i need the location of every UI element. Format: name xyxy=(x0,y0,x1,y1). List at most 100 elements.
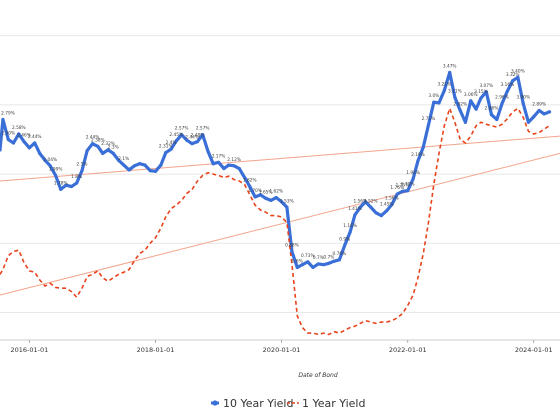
point-10-year-48 xyxy=(248,184,252,189)
point-10-year-53 xyxy=(274,195,278,200)
point-10-year-78 xyxy=(406,189,410,193)
data-label-23: 2.12% xyxy=(227,157,241,163)
axes xyxy=(0,339,560,343)
data-label-10: 2.44% xyxy=(86,135,100,141)
point-10-year-50 xyxy=(258,193,263,197)
point-10-year-82 xyxy=(426,123,431,127)
series-line-1-year xyxy=(0,107,550,336)
data-labels: 2.79%2.50%2.58%2.46%2.44%2.04%1.99%1.78%… xyxy=(1,63,546,264)
data-label-1: 2.50% xyxy=(1,131,15,137)
trend-lines xyxy=(0,135,560,296)
data-label-27: 1.62% xyxy=(269,189,283,195)
x-tick-label-0: 2016-01-01 xyxy=(10,346,48,354)
data-label-16: 2.4% xyxy=(166,140,177,146)
point-10-year-34 xyxy=(174,139,178,143)
point-10-year-61 xyxy=(316,262,320,266)
data-label-3: 2.46% xyxy=(17,133,31,139)
data-label-38: 1.56% xyxy=(353,198,367,204)
point-10-year-98 xyxy=(511,79,515,83)
data-label-15: 2.31% xyxy=(159,144,173,150)
data-label-35: 0.9% xyxy=(339,236,350,242)
data-label-45: 1.92% xyxy=(406,170,420,176)
point-10-year-69 xyxy=(358,205,362,209)
point-10-year-22 xyxy=(111,151,115,155)
point-10-year-51 xyxy=(264,196,268,200)
point-10-year-76 xyxy=(395,192,399,196)
point-10-year-63 xyxy=(327,261,331,265)
point-10-year-102 xyxy=(532,115,536,119)
point-10-year-4 xyxy=(17,132,21,136)
x-tick-label-2: 2020-01-01 xyxy=(263,346,301,354)
point-10-year-7 xyxy=(33,141,37,145)
legend-marker-10-year xyxy=(212,400,218,406)
point-10-year-79 xyxy=(411,177,415,181)
x-tick-label-1: 2018-01-01 xyxy=(137,346,175,354)
trend-line-0 xyxy=(0,135,560,182)
point-10-year-30 xyxy=(153,169,158,173)
point-10-year-33 xyxy=(169,147,173,151)
point-10-year-91 xyxy=(474,107,478,111)
point-10-year-6 xyxy=(27,146,31,150)
point-10-year-54 xyxy=(279,200,284,204)
point-10-year-64 xyxy=(332,259,336,263)
data-label-57: 2.96% xyxy=(495,95,509,101)
data-label-48: 3.0% xyxy=(428,93,439,99)
point-10-year-11 xyxy=(53,173,58,178)
legend-label-1-year: 1 Year Yield xyxy=(302,397,365,410)
point-10-year-105 xyxy=(547,110,552,114)
point-10-year-58 xyxy=(300,263,305,267)
point-10-year-8 xyxy=(38,151,42,155)
point-10-year-21 xyxy=(106,148,110,152)
point-10-year-49 xyxy=(253,195,257,199)
data-label-40: 1.45% xyxy=(380,202,394,208)
data-label-62: 2.89% xyxy=(532,101,546,107)
point-10-year-19 xyxy=(96,144,100,149)
data-label-2: 2.58% xyxy=(12,125,26,131)
point-10-year-46 xyxy=(237,166,241,171)
point-10-year-88 xyxy=(458,108,462,113)
data-label-53: 3.06% xyxy=(464,92,478,98)
data-label-5: 2.04% xyxy=(43,157,57,163)
point-10-year-10 xyxy=(48,164,52,168)
point-10-year-12 xyxy=(59,187,63,191)
series-line-10-year xyxy=(0,70,552,270)
point-10-year-99 xyxy=(516,75,520,79)
point-10-year-70 xyxy=(363,200,368,204)
data-label-55: 3.07% xyxy=(479,83,493,89)
point-10-year-80 xyxy=(416,159,420,163)
x-tick-label-3: 2022-01-01 xyxy=(389,346,427,354)
point-10-year-75 xyxy=(390,202,394,207)
point-10-year-32 xyxy=(164,151,168,155)
data-label-56: 2.86% xyxy=(485,106,499,112)
point-10-year-89 xyxy=(463,120,468,124)
point-10-year-23 xyxy=(116,158,121,162)
point-10-year-0 xyxy=(0,148,2,152)
data-label-7: 1.78% xyxy=(54,180,68,186)
point-10-year-81 xyxy=(421,145,425,149)
data-label-22: 2.17% xyxy=(212,153,226,159)
data-label-30: 0.6% xyxy=(292,258,303,264)
data-label-17: 2.45% xyxy=(169,132,183,138)
point-10-year-29 xyxy=(148,169,152,173)
point-10-year-47 xyxy=(243,175,247,180)
point-10-year-66 xyxy=(343,243,347,247)
data-label-9: 2.1% xyxy=(77,162,88,168)
point-10-year-45 xyxy=(232,164,236,168)
point-10-year-13 xyxy=(64,183,68,187)
point-10-year-60 xyxy=(311,265,315,270)
point-10-year-37 xyxy=(190,142,194,146)
point-10-year-83 xyxy=(432,100,436,104)
point-10-year-15 xyxy=(75,181,79,185)
data-label-34: 0.76% xyxy=(333,251,347,257)
point-10-year-62 xyxy=(322,263,326,267)
legend-item-10-year: 10 Year Yield xyxy=(211,397,293,410)
data-label-0: 2.79% xyxy=(1,110,15,116)
data-label-52: 2.92% xyxy=(453,101,467,107)
data-label-54: 3.15% xyxy=(474,89,488,95)
point-10-year-25 xyxy=(127,168,131,172)
series-lines xyxy=(0,70,552,336)
data-label-41: 1.56% xyxy=(385,196,399,202)
point-10-year-67 xyxy=(348,230,352,234)
